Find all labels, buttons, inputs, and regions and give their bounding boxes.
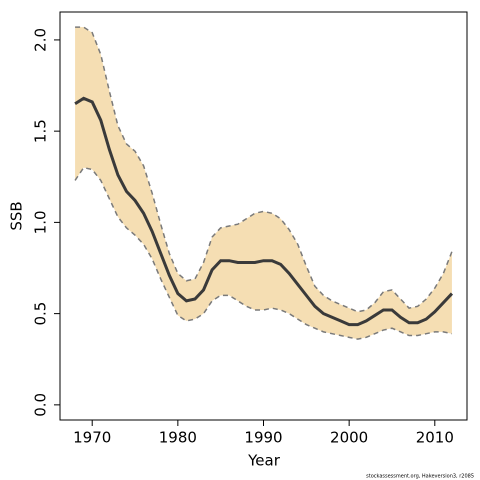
y-tick-label: 1.0	[32, 210, 50, 234]
confidence-band	[75, 27, 452, 340]
x-axis-label: Year	[247, 452, 281, 470]
x-tick-label: 2010	[416, 429, 454, 447]
y-axis-label: SSB	[8, 201, 26, 230]
x-tick-label: 1970	[73, 429, 111, 447]
ssb-line	[74, 96, 454, 327]
x-tick-label: 1990	[244, 429, 282, 447]
upper-bound-line	[75, 26, 453, 313]
y-tick-label: 0.5	[32, 302, 50, 326]
x-tick-label: 2000	[330, 429, 368, 447]
footnote: stockassessment.org, Hakeversion3, r2085	[366, 474, 474, 480]
y-tick-label: 0.0	[32, 393, 50, 417]
y-tick-label: 2.0	[32, 28, 50, 52]
y-tick-label: 1.5	[32, 119, 50, 143]
x-tick-label: 1980	[159, 429, 197, 447]
